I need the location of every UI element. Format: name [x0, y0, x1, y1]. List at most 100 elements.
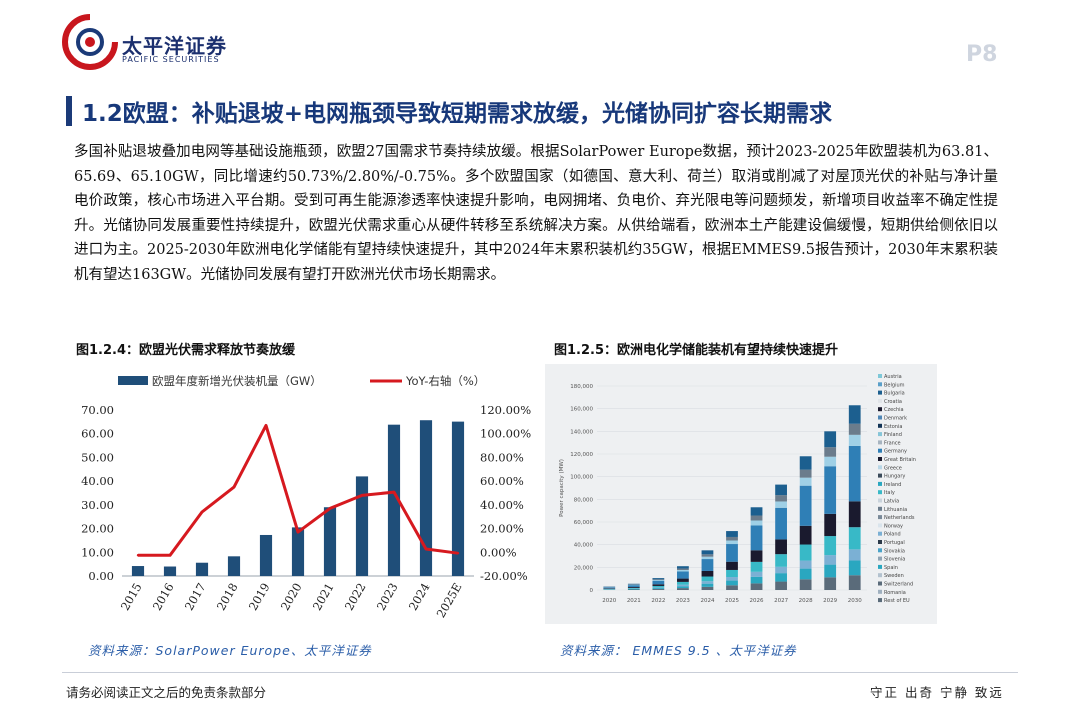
- stack-2028-austria: [799, 456, 812, 470]
- stack-2025-netherlands: [726, 536, 738, 541]
- stack-2028-netherlands: [799, 469, 812, 478]
- footer-motto: 守正 出奇 宁静 致远: [870, 685, 1004, 700]
- bar-2015: [131, 566, 145, 576]
- stack-2024-france: [701, 556, 714, 560]
- chart2-legend-swatch: [878, 423, 882, 428]
- footer-disclaimer: 请务必阅读正文之后的免责条款部分: [66, 685, 267, 700]
- stack-2030-italy: [848, 527, 861, 550]
- chart2-legend-label: Denmark: [884, 416, 907, 422]
- stack-2026-germany: [750, 525, 763, 551]
- stack-2030-netherlands: [848, 423, 861, 435]
- chart2-y-tick: 180,000: [570, 384, 593, 390]
- chart2-legend-label: Rest of EU: [884, 598, 910, 604]
- bar-2024: [419, 420, 433, 576]
- stack-2030-poland: [848, 549, 861, 561]
- stack-2025-france: [726, 540, 738, 545]
- chart2-legend-label: Poland: [884, 532, 901, 538]
- stack-2024-rest-of-eu: [701, 586, 714, 590]
- chart2-legend-label: Bulgaria: [884, 391, 905, 397]
- y-left-tick-label: 60.00: [81, 427, 114, 441]
- stack-2026-austria: [750, 507, 763, 516]
- chart2-legend-swatch: [878, 498, 882, 503]
- y-left-tick-label: 30.00: [81, 498, 114, 512]
- bar-2022: [355, 476, 369, 576]
- stack-2028-germany: [799, 485, 812, 526]
- y-left-tick-label: 0.00: [88, 569, 114, 583]
- brand-name-en: PACIFIC SECURITIES: [122, 55, 220, 64]
- y-right-tick-label: 0.00%: [480, 545, 517, 559]
- stack-2024-italy: [701, 576, 714, 582]
- chart2-legend-label: Finland: [884, 432, 902, 438]
- chart2-legend-label: Portugal: [884, 540, 905, 546]
- stack-2023-great-britain: [677, 578, 689, 582]
- chart2-x-tick: 2026: [750, 598, 764, 604]
- x-tick-label: 2015: [118, 581, 145, 613]
- stack-2027-netherlands: [775, 495, 787, 502]
- chart2-legend-label: Switzerland: [884, 582, 913, 588]
- bar-2021: [323, 507, 337, 576]
- chart2-background: [545, 364, 937, 624]
- chart2-legend-label: Greece: [884, 465, 902, 471]
- bar-2023: [387, 424, 401, 576]
- yoy-point-2016: [168, 554, 172, 557]
- stack-2023-netherlands: [677, 568, 689, 571]
- stack-2023-poland: [677, 584, 689, 587]
- section-title: 1.2欧盟：补贴退坡+电网瓶颈导致短期需求放缓，光储协同扩容长期需求: [82, 101, 833, 127]
- stack-2027-great-britain: [775, 539, 787, 555]
- stack-2029-netherlands: [824, 447, 837, 457]
- x-tick-label: 2021: [310, 581, 337, 613]
- stack-2022-austria: [652, 578, 665, 580]
- stack-2023-italy: [677, 581, 689, 585]
- yoy-point-2025E: [456, 551, 460, 555]
- chart2-x-tick: 2020: [602, 598, 616, 604]
- chart2-legend-swatch: [878, 548, 882, 553]
- chart2-legend-swatch: [878, 448, 882, 453]
- stack-2024-poland: [701, 581, 714, 584]
- body-paragraph: 多国补贴退坡叠加电网等基础设施瓶颈，欧盟27国需求节奏持续放缓。根据SolarP…: [74, 144, 998, 283]
- title-accent-bar: [66, 96, 72, 126]
- stack-2022-france: [652, 580, 665, 581]
- chart2-legend-label: Croatia: [884, 399, 902, 405]
- legend-bar-swatch: [118, 376, 148, 385]
- stack-2022-poland: [652, 587, 665, 589]
- stack-2029-france: [824, 456, 837, 467]
- stack-2028-rest-of-eu: [799, 579, 812, 590]
- stack-2022-germany: [652, 580, 665, 585]
- chart2-y-tick: 100,000: [570, 475, 593, 481]
- stack-2027-austria: [775, 484, 787, 496]
- stack-2029-rest-of-eu: [824, 577, 837, 590]
- chart2-legend-swatch: [878, 515, 882, 520]
- chart2-legend-label: Norway: [884, 523, 903, 529]
- yoy-point-2021: [328, 507, 332, 510]
- chart2-legend-swatch: [878, 490, 882, 495]
- chart2-legend-swatch: [878, 573, 882, 578]
- stack-2029-austria: [824, 431, 837, 448]
- stack-2030-austria: [848, 405, 861, 424]
- bar-2017: [195, 562, 209, 576]
- chart2-legend-swatch: [878, 506, 882, 511]
- chart2-x-tick: 2024: [700, 598, 714, 604]
- stack-2025-rest-of-eu: [726, 585, 738, 590]
- stack-2028-spain: [799, 568, 812, 580]
- chart2-legend-swatch: [878, 556, 882, 561]
- stack-2026-spain: [750, 576, 763, 584]
- chart2-legend-swatch: [878, 415, 882, 420]
- chart2-y-tick: 140,000: [570, 429, 593, 435]
- stack-2026-italy: [750, 561, 763, 572]
- stack-2029-great-britain: [824, 513, 837, 537]
- x-tick-label: 2025E: [434, 581, 465, 621]
- figure1-source: 资料来源：SolarPower Europe、太平洋证券: [88, 643, 372, 658]
- chart2-y-tick: 60,000: [574, 520, 594, 526]
- bar-2025E: [451, 421, 465, 576]
- stack-2025-austria: [726, 531, 738, 537]
- yoy-point-2024: [424, 547, 428, 551]
- stack-2024-great-britain: [701, 570, 714, 577]
- chart2-y-tick: 120,000: [570, 452, 593, 458]
- chart2-x-tick: 2022: [651, 598, 665, 604]
- stack-2023-austria: [677, 566, 689, 569]
- figure2-source: 资料来源： EMMES 9.5 、太平洋证券: [560, 643, 797, 658]
- chart2-legend-label: Germany: [884, 449, 907, 455]
- chart2-x-tick: 2029: [823, 598, 837, 604]
- stack-2029-poland: [824, 555, 837, 565]
- chart2-legend-label: Ireland: [884, 482, 901, 488]
